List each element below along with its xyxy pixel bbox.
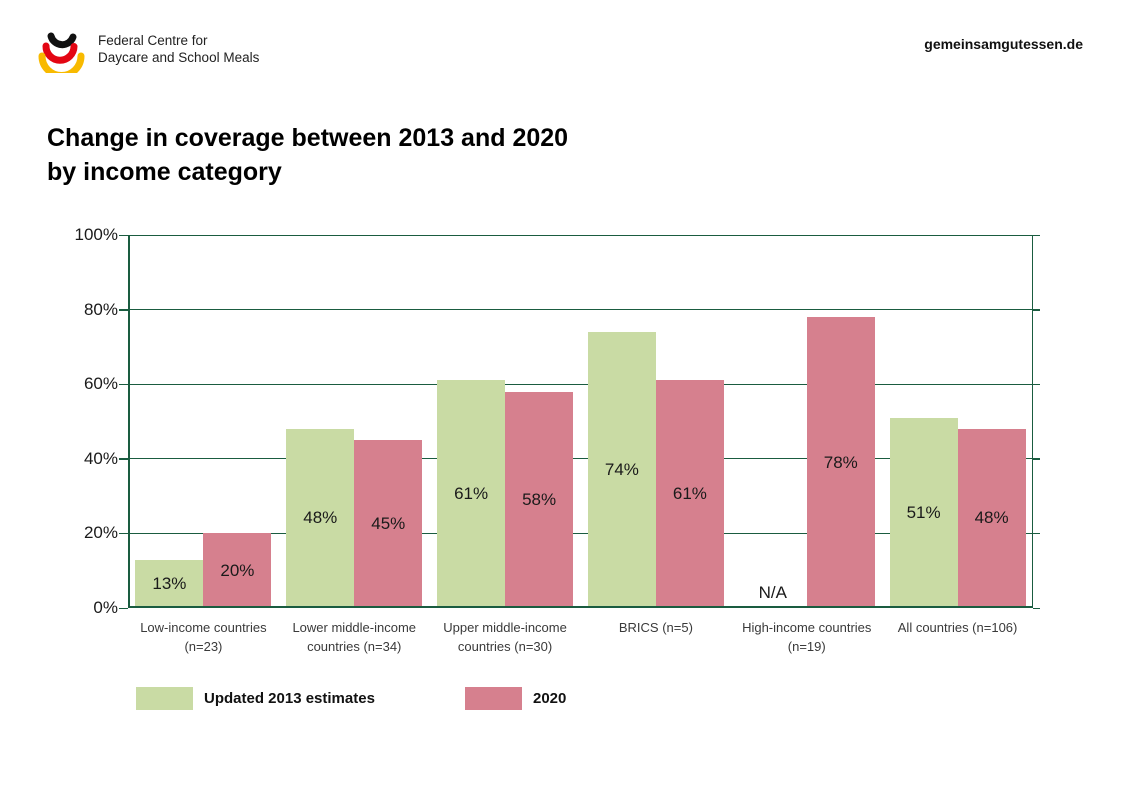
legend-swatch-2013 (136, 687, 193, 710)
y-tick-label-60: 60% (83, 374, 118, 394)
gridline-60 (128, 383, 1033, 385)
y-axis-line (128, 235, 130, 608)
plot-border-top (128, 235, 1033, 236)
legend-item-2020: 2020 (465, 687, 566, 710)
bar-value-label: 48% (303, 508, 338, 528)
bar-value-label: 48% (974, 508, 1009, 528)
y-tick-label-0: 0% (93, 598, 118, 617)
bar-2020: 78% (806, 317, 875, 608)
y-tick-label-80: 80% (83, 299, 118, 319)
logo-text: Federal Centre for Daycare and School Me… (98, 32, 259, 66)
bar-value-label: 58% (522, 489, 557, 509)
tick-right-100 (1033, 234, 1040, 236)
bar-2020: 20% (203, 533, 272, 608)
plot-border-right (1032, 235, 1033, 608)
bar-value-label: 61% (672, 484, 707, 504)
category-label: All countries (n=106) (897, 620, 1018, 635)
tick-right-20 (1033, 532, 1040, 535)
bar-2013: 74% (587, 331, 656, 608)
bar-value-label: 51% (906, 502, 941, 522)
bar-2013: 51% (889, 417, 958, 608)
bar-value-label: 13% (152, 573, 187, 593)
tick-left-60 (119, 383, 128, 386)
legend-item-2013: Updated 2013 estimates (136, 687, 375, 710)
tick-left-80 (119, 309, 128, 311)
logo: Federal Centre for Daycare and School Me… (38, 27, 259, 73)
y-tick-label-40: 40% (83, 448, 118, 468)
tick-left-100 (119, 234, 128, 236)
y-axis-labels: 0% 20% 40% 60% 80% 100% (30, 225, 118, 617)
legend: Updated 2013 estimates 2020 (0, 687, 1123, 717)
site-domain: gemeinsamgutessen.de (924, 36, 1083, 52)
legend-label-2013: Updated 2013 estimates (204, 690, 375, 707)
gridline-80 (128, 309, 1033, 311)
bar-2013: 48% (286, 428, 355, 608)
bar-value-label: 61% (454, 484, 489, 504)
legend-swatch-2020 (465, 687, 522, 710)
category-label: BRICS (n=5) (618, 620, 693, 635)
bar-value-label: 20% (220, 560, 255, 580)
tick-left-20 (119, 532, 128, 535)
tick-right-60 (1033, 383, 1040, 386)
category-label: Lower middle-income countries (n=34) (292, 620, 417, 654)
category-label: High-income countries (n=19) (742, 620, 872, 654)
bar-2020: 45% (354, 440, 423, 608)
bar-2013: 13% (135, 559, 204, 608)
y-tick-label-20: 20% (83, 523, 118, 543)
na-label: N/A (758, 583, 787, 602)
bar-value-label: 74% (604, 459, 639, 479)
category-label: Upper middle-income countries (n=30) (443, 620, 567, 654)
category-label: Low-income countries (n=23) (140, 620, 267, 654)
page-title: Change in coverage between 2013 and 2020… (47, 121, 568, 189)
y-tick-label-100: 100% (74, 225, 118, 244)
bar-group: 48% 45% (286, 235, 423, 608)
logo-text-line2: Daycare and School Meals (98, 50, 260, 65)
bar-group: 61% 58% (437, 235, 574, 608)
gridline-40 (128, 458, 1033, 460)
tick-right-40 (1033, 458, 1040, 460)
gridline-20 (128, 532, 1033, 534)
bar-value-label: 45% (371, 514, 406, 534)
x-axis-line (128, 606, 1033, 608)
bar-group: N/A 78% (739, 235, 875, 608)
logo-text-line1: Federal Centre for (98, 33, 208, 48)
tick-left-0 (119, 607, 128, 609)
tick-left-40 (119, 458, 128, 460)
plot-area: 13% 20% 48% 45% 61% 58% 74% 61% N/A 78% 51% 48% (119, 234, 1040, 609)
legend-label-2020: 2020 (533, 690, 567, 707)
page-title-line1: Change in coverage between 2013 and 2020 (47, 124, 569, 152)
bar-2020: 61% (655, 380, 724, 608)
bar-2020: 58% (505, 391, 574, 608)
bar-group: 51% 48% (889, 235, 1026, 608)
bar-2013: 61% (437, 380, 506, 608)
bar-group: 13% 20% (135, 235, 272, 608)
bar-2020: 48% (957, 428, 1026, 608)
logo-arcs-icon (38, 32, 85, 73)
tick-right-0 (1033, 607, 1040, 609)
page-title-line2: by income category (47, 158, 282, 186)
tick-right-80 (1033, 309, 1040, 311)
bar-group: 74% 61% (587, 235, 724, 608)
bar-value-label: 78% (823, 452, 858, 472)
